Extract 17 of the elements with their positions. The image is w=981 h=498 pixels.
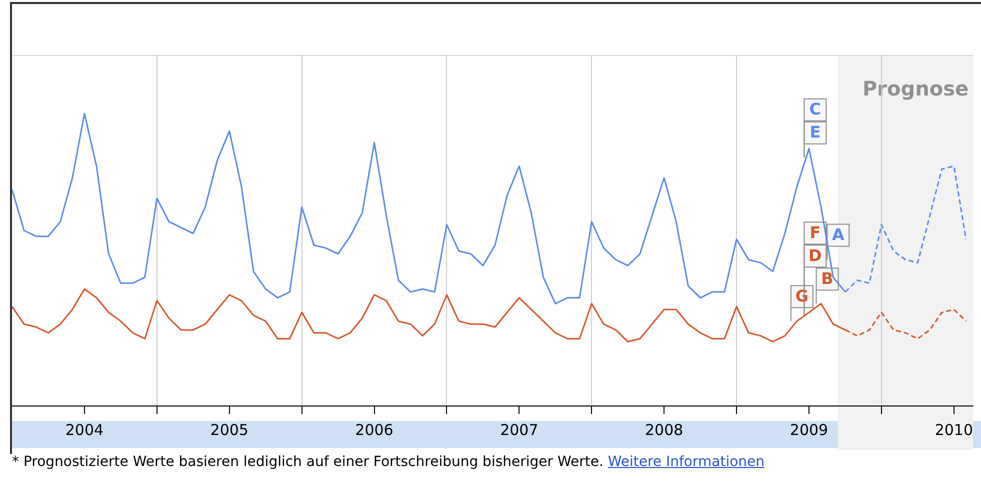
- x-tick-label: 2004: [65, 420, 104, 439]
- annotation: D: [808, 246, 822, 265]
- band-label: Prognose: [862, 76, 969, 100]
- annotation: F: [810, 222, 821, 242]
- annotation: C: [809, 100, 822, 119]
- text: Weitere Informationen: [608, 454, 765, 470]
- x-tick-label: 2008: [645, 420, 684, 439]
- x-tick-label: 2005: [210, 420, 248, 439]
- annotation: B: [821, 268, 834, 288]
- x-tick-label: 2007: [500, 420, 538, 439]
- text: * Prognostizierte Werte basieren lediglich auf einer Fortschreibung bisheriger Werte.: [12, 454, 604, 470]
- annotation: E: [810, 122, 821, 142]
- x-tick-label: 2010: [934, 420, 974, 439]
- annotation: G: [795, 286, 808, 306]
- x-tick-label: 2009: [790, 420, 828, 439]
- x-tick-label: 2006: [355, 420, 394, 439]
- annotation: A: [832, 224, 845, 244]
